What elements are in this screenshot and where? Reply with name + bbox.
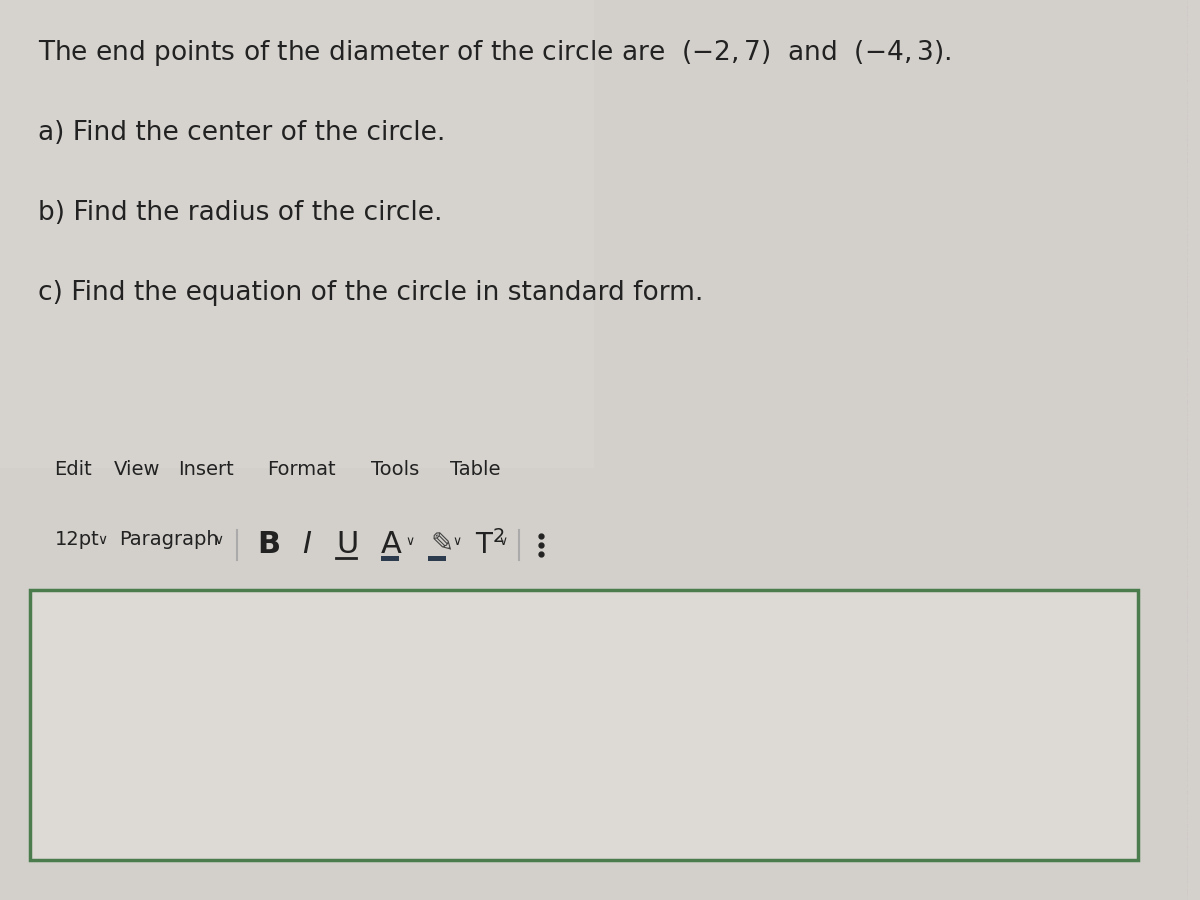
Text: T$^2$: T$^2$ — [475, 530, 505, 560]
Text: Insert: Insert — [178, 460, 234, 479]
Text: View: View — [114, 460, 161, 479]
Text: Tools: Tools — [371, 460, 419, 479]
Text: ✎: ✎ — [431, 530, 454, 558]
Text: b) Find the radius of the circle.: b) Find the radius of the circle. — [37, 200, 442, 226]
Text: ∨: ∨ — [452, 535, 461, 548]
Text: Format: Format — [268, 460, 336, 479]
Bar — [428, 556, 446, 561]
Text: B: B — [257, 530, 281, 559]
Text: A: A — [380, 530, 402, 559]
Text: a) Find the center of the circle.: a) Find the center of the circle. — [37, 120, 445, 146]
Text: U: U — [336, 530, 359, 559]
Bar — [0, 0, 594, 468]
Bar — [30, 590, 1138, 860]
Text: c) Find the equation of the circle in standard form.: c) Find the equation of the circle in st… — [37, 280, 703, 306]
Text: Paragraph: Paragraph — [119, 530, 218, 549]
Text: I: I — [301, 530, 311, 559]
Text: ∨: ∨ — [212, 533, 223, 547]
Bar — [380, 556, 398, 561]
Text: Edit: Edit — [54, 460, 92, 479]
Text: ∨: ∨ — [97, 533, 107, 547]
Text: Table: Table — [450, 460, 500, 479]
Text: 12pt: 12pt — [54, 530, 100, 549]
Text: ∨: ∨ — [499, 535, 508, 548]
Text: The end points of the diameter of the circle are  $(-2, 7)$  and  $(-4, 3).$: The end points of the diameter of the ci… — [37, 38, 950, 68]
Text: ∨: ∨ — [406, 535, 415, 548]
